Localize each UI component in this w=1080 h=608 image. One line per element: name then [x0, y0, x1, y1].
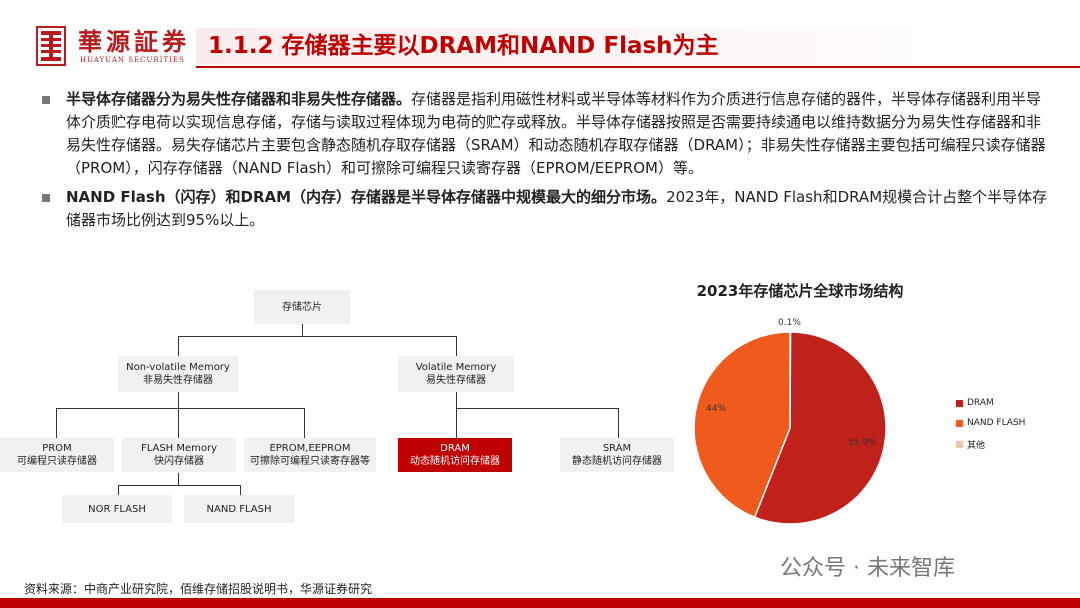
connector-line	[178, 336, 456, 337]
connector-line	[302, 324, 303, 336]
brand-subtitle: HUAYUAN SECURITIES	[80, 56, 185, 64]
watermark: 公众号 · 未来智库	[780, 556, 955, 581]
connector-line	[456, 408, 618, 409]
node-nor-flash: NOR FLASH	[62, 495, 172, 523]
node-flash-memory: FLASH Memory 快闪存储器	[122, 438, 236, 472]
connector-line	[240, 485, 241, 495]
pie-slice-nand-flash	[693, 331, 791, 519]
legend-label: DRAM	[967, 398, 994, 408]
connector-line	[118, 485, 119, 495]
bullet-text: 2023年，NAND Flash和DRAM规模合计占整个半导体存储器市场比例达到…	[66, 188, 1048, 229]
chart-legend: DRAM NAND FLASH 其他	[956, 398, 1025, 461]
huayuan-logo-icon	[36, 26, 66, 66]
node-dram: DRAM 动态随机访问存储器	[398, 438, 512, 472]
connector-line	[118, 485, 240, 486]
node-nonvolatile-memory: Non-volatile Memory 非易失性存储器	[118, 356, 238, 392]
connector-line	[178, 408, 179, 438]
node-label-en: EPROM,EEPROM	[269, 443, 351, 454]
legend-label: 其他	[967, 441, 986, 451]
node-label-en: FLASH Memory	[140, 443, 218, 454]
page-title: 1.1.2 存储器主要以DRAM和NAND Flash为主	[208, 33, 719, 59]
node-label-zh: 易失性存储器	[426, 375, 486, 386]
bullet-bold-text: NAND Flash（闪存）和DRAM（内存）存储器是半导体存储器中规模最大的细…	[66, 188, 667, 206]
connector-line	[178, 336, 179, 356]
connector-line	[56, 408, 57, 438]
bullet-list: 半导体存储器分为易失性存储器和非易失性存储器。存储器是指利用磁性材料或半导体等材…	[40, 88, 1050, 238]
node-label-en: Non-volatile Memory	[126, 362, 230, 373]
bullet-square-icon	[42, 96, 50, 104]
node-label-zh: 可擦除可编程只读寄存器等	[250, 456, 370, 467]
data-label-nand: 44%	[706, 404, 727, 414]
source-note: 资料来源：中商产业研究院，佰维存储招股说明书，华源证券研究	[24, 582, 373, 596]
title-divider	[196, 66, 1080, 68]
node-label-en: DRAM	[440, 443, 470, 454]
bullet-item: NAND Flash（闪存）和DRAM（内存）存储器是半导体存储器中规模最大的细…	[40, 186, 1050, 232]
data-label-other: 0.1%	[778, 318, 801, 328]
node-label-en: SRAM	[602, 443, 632, 454]
bullet-bold-text: 半导体存储器分为易失性存储器和非易失性存储器。	[66, 90, 412, 108]
node-prom: PROM 可编程只读存储器	[0, 438, 114, 472]
node-label-zh: 非易失性存储器	[143, 375, 213, 386]
node-label: NOR FLASH	[88, 503, 146, 515]
bullet-text: 存储器是指利用磁性材料或半导体等材料作为介质进行信息存储的器件，半导体存储器利用…	[66, 90, 1046, 177]
legend-swatch	[956, 399, 963, 407]
node-nand-flash: NAND FLASH	[184, 495, 294, 523]
node-storage-chips: 存储芯片	[254, 290, 350, 324]
legend-swatch	[956, 441, 963, 448]
chart-title: 2023年存储芯片全球市场结构	[696, 282, 904, 300]
brand-name: 華源証券	[78, 27, 190, 56]
footer-bar	[0, 598, 1080, 608]
node-label-zh: 快闪存储器	[154, 456, 204, 467]
bullet-item: 半导体存储器分为易失性存储器和非易失性存储器。存储器是指利用磁性材料或半导体等材…	[40, 88, 1050, 180]
connector-line	[456, 336, 457, 356]
legend-item: NAND FLASH	[956, 418, 1025, 428]
memory-classification-diagram: 存储芯片 Non-volatile Memory 非易失性存储器 Volatil…	[0, 280, 700, 550]
data-label-dram: 55.9%	[848, 438, 877, 448]
bullet-square-icon	[42, 194, 50, 202]
header: 華源証券 HUAYUAN SECURITIES 1.1.2 存储器主要以DRAM…	[0, 0, 1080, 80]
legend-item: 其他	[956, 438, 1025, 451]
node-label: 存储芯片	[282, 301, 322, 313]
legend-swatch	[956, 419, 963, 427]
connector-line	[456, 392, 457, 408]
connector-line	[56, 408, 304, 409]
legend-item: DRAM	[956, 398, 1025, 408]
legend-label: NAND FLASH	[967, 418, 1026, 428]
node-label-en: Volatile Memory	[415, 362, 497, 373]
pie-slice-dram	[753, 331, 887, 525]
connector-line	[618, 408, 619, 438]
node-label-en: PROM	[42, 443, 72, 454]
node-label-zh: 动态随机访问存储器	[410, 456, 500, 467]
node-label-zh: 静态随机访问存储器	[572, 456, 662, 467]
connector-line	[178, 392, 179, 408]
node-label: NAND FLASH	[206, 503, 272, 515]
connector-line	[456, 408, 457, 438]
node-sram: SRAM 静态随机访问存储器	[560, 438, 674, 472]
node-label-zh: 可编程只读存储器	[17, 456, 97, 467]
connector-line	[178, 473, 179, 485]
node-volatile-memory: Volatile Memory 易失性存储器	[398, 356, 514, 392]
node-eprom-eeprom: EPROM,EEPROM 可擦除可编程只读寄存器等	[244, 438, 376, 472]
pie-chart	[693, 331, 887, 525]
connector-line	[304, 408, 305, 438]
title-background	[196, 28, 1080, 64]
